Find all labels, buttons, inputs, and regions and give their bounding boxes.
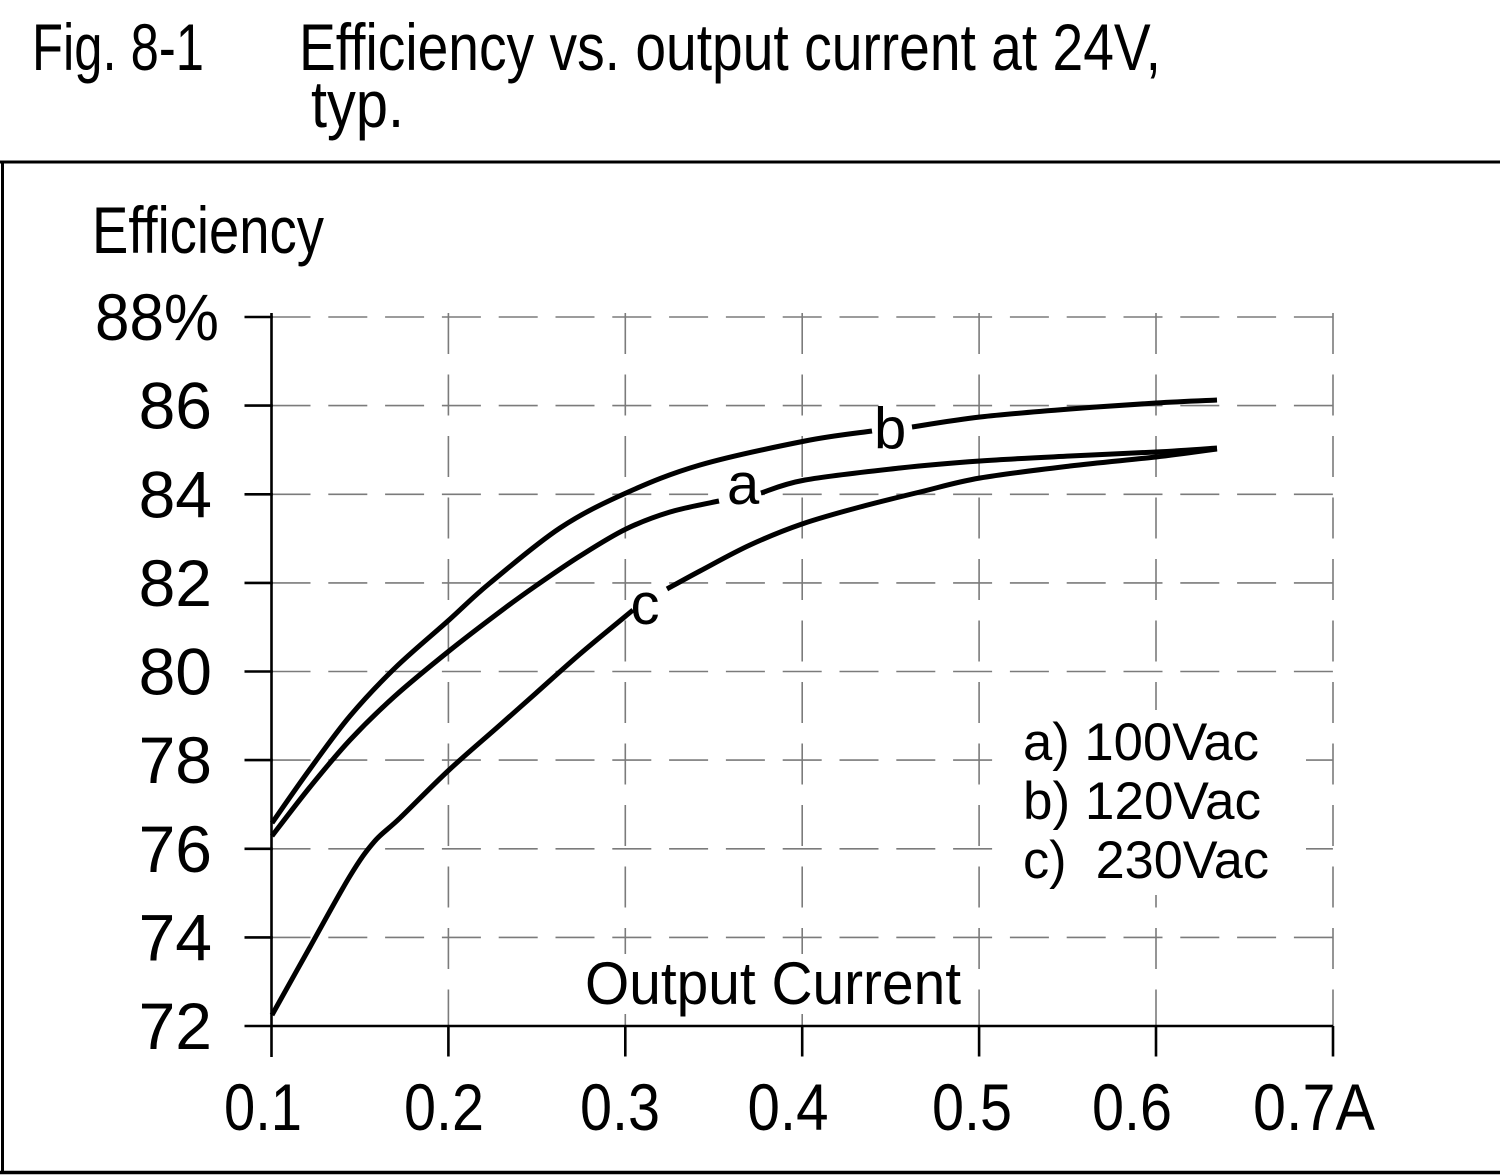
svg-text:0.2: 0.2	[404, 1070, 484, 1144]
svg-text:c: c	[631, 572, 660, 637]
svg-text:a: a	[727, 452, 760, 517]
svg-text:0.6: 0.6	[1092, 1070, 1172, 1144]
svg-text:0.4: 0.4	[748, 1070, 829, 1144]
svg-text:86: 86	[139, 369, 212, 443]
svg-text:0.7A: 0.7A	[1253, 1070, 1375, 1144]
svg-text:typ.: typ.	[311, 67, 404, 141]
svg-text:74: 74	[139, 900, 212, 974]
svg-text:76: 76	[139, 812, 212, 886]
svg-text:82: 82	[139, 546, 212, 620]
svg-text:b) 120Vac: b) 120Vac	[1023, 772, 1261, 831]
svg-text:78: 78	[139, 723, 212, 797]
svg-text:c) 230Vac: c) 230Vac	[1023, 831, 1269, 890]
svg-text:0.3: 0.3	[580, 1070, 660, 1144]
svg-text:b: b	[874, 397, 906, 462]
svg-text:Efficiency vs. output current: Efficiency vs. output current at 24V,	[299, 10, 1161, 84]
svg-text:80: 80	[139, 635, 212, 709]
svg-text:84: 84	[139, 457, 212, 531]
svg-text:Fig. 8-1: Fig. 8-1	[32, 10, 204, 84]
svg-text:88%: 88%	[95, 280, 219, 354]
svg-text:Output Current: Output Current	[585, 950, 961, 1017]
svg-text:a) 100Vac: a) 100Vac	[1023, 713, 1259, 772]
svg-text:0.1: 0.1	[224, 1070, 302, 1144]
svg-text:0.5: 0.5	[932, 1070, 1012, 1144]
svg-text:Efficiency: Efficiency	[92, 193, 324, 267]
svg-text:72: 72	[139, 989, 212, 1063]
